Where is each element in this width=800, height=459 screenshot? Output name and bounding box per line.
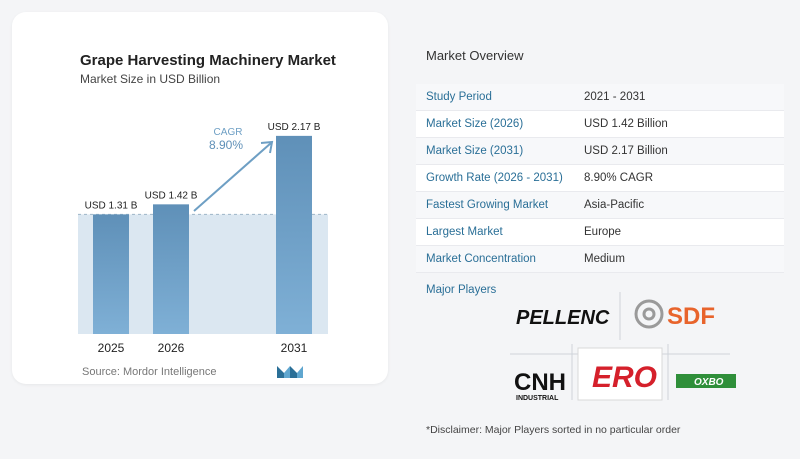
overview-value: Asia-Pacific xyxy=(584,199,645,211)
bar-2026 xyxy=(153,204,189,334)
major-players-label: Major Players xyxy=(426,284,497,296)
overview-row: Market Size (2031) USD 2.17 Billion xyxy=(416,138,784,165)
overview-value: Europe xyxy=(584,226,622,238)
sdf-logo: SDF xyxy=(667,303,715,330)
x-tick-label-2031: 2031 xyxy=(281,341,308,355)
overview-row: Growth Rate (2026 - 2031) 8.90% CAGR xyxy=(416,165,784,192)
player-logos: PELLENC SDF CNH INDUSTRIAL ERO OXBO xyxy=(510,292,736,402)
bar-2025 xyxy=(93,214,129,334)
x-tick-label-2026: 2026 xyxy=(158,341,185,355)
overview-label: Fastest Growing Market xyxy=(426,199,549,211)
overview-value: 2021 - 2031 xyxy=(584,91,646,103)
overview-title: Market Overview xyxy=(426,48,524,63)
bar-2031 xyxy=(276,135,312,334)
source-note: Source: Mordor Intelligence xyxy=(82,366,217,378)
cnh-industrial-label: INDUSTRIAL xyxy=(516,395,559,402)
oxbo-logo-frame xyxy=(676,374,736,388)
cagr-arrow-head xyxy=(260,140,274,154)
overview-value: USD 2.17 Billion xyxy=(584,145,668,157)
mordor-logo-icon xyxy=(277,366,303,378)
pellenc-logo: PELLENC xyxy=(516,307,610,329)
ero-logo-frame xyxy=(577,347,663,401)
cnh-logo: CNH xyxy=(514,369,566,396)
overview-row: Largest Market Europe xyxy=(416,219,784,246)
overview-label: Market Size (2026) xyxy=(426,118,524,130)
overview-row: Market Concentration Medium xyxy=(416,246,784,273)
chart-subtitle: Market Size in USD Billion xyxy=(80,72,221,86)
chart-title: Grape Harvesting Machinery Market xyxy=(80,52,336,69)
overview-label: Study Period xyxy=(426,91,492,103)
cagr-arrow xyxy=(193,142,272,212)
overview-row: Fastest Growing Market Asia-Pacific xyxy=(416,192,784,219)
overview-value: 8.90% CAGR xyxy=(584,172,654,184)
x-tick-label-2025: 2025 xyxy=(98,341,125,355)
overview-value: Medium xyxy=(584,253,625,265)
overview-row: Study Period 2021 - 2031 xyxy=(416,84,784,111)
data-label-2025: USD 1.31 B xyxy=(85,200,138,211)
overview-label: Growth Rate (2026 - 2031) xyxy=(426,172,563,184)
cagr-label: CAGR xyxy=(214,127,243,138)
data-label-2031: USD 2.17 B xyxy=(268,122,321,133)
overview-table: Study Period 2021 - 2031 Market Size (20… xyxy=(416,84,784,273)
overview-label: Market Concentration xyxy=(426,253,536,265)
overview-row: Market Size (2026) USD 1.42 Billion xyxy=(416,111,784,138)
overview-label: Market Size (2031) xyxy=(426,145,524,157)
cagr-value: 8.90% xyxy=(209,138,243,152)
disclaimer: *Disclaimer: Major Players sorted in no … xyxy=(426,424,681,436)
ero-logo: ERO xyxy=(592,361,657,394)
overview-value: USD 1.42 Billion xyxy=(584,118,668,130)
data-label-2026: USD 1.42 B xyxy=(145,190,198,201)
bar-chart: USD 1.31 B 2025 USD 1.42 B 2026 USD 2.17 B 20… xyxy=(78,122,328,355)
sdf-logo-icon xyxy=(634,299,664,329)
overview-label: Largest Market xyxy=(426,226,503,238)
oxbo-logo: OXBO xyxy=(694,377,724,388)
